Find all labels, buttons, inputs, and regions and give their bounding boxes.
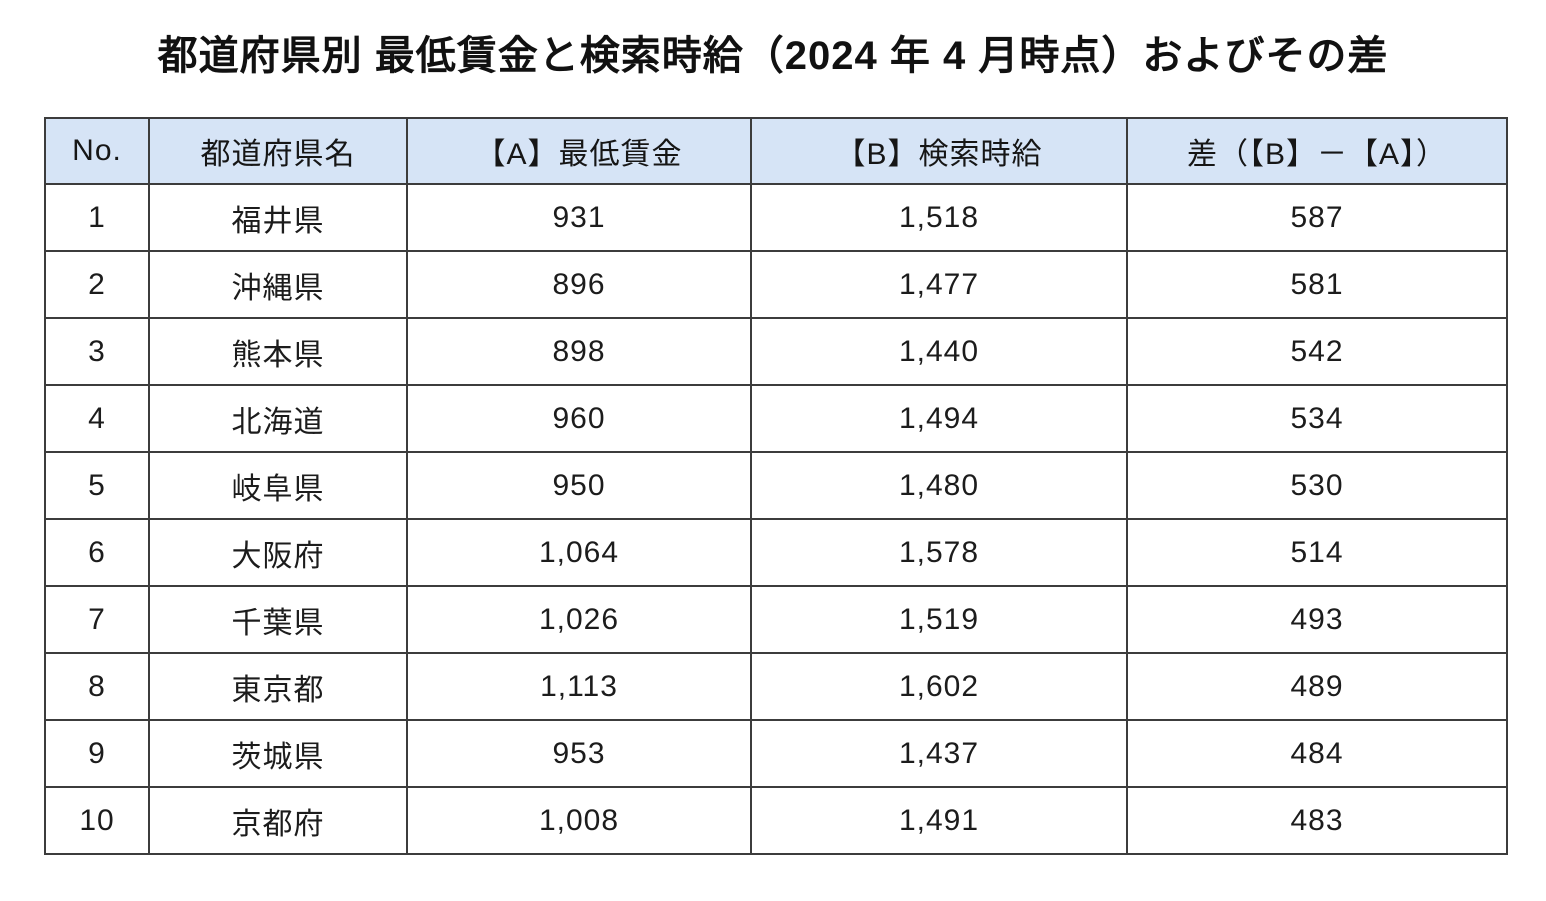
table-row: 4 北海道 960 1,494 534: [44, 384, 1508, 453]
row-no: 5: [44, 451, 150, 520]
col-header-min-wage: 【A】最低賃金: [406, 117, 752, 185]
search-wage-value: 1,477: [750, 250, 1128, 319]
header-row: No. 都道府県名 【A】最低賃金 【B】検索時給 差（【B】－【A】）: [44, 117, 1508, 185]
col-header-difference: 差（【B】－【A】）: [1126, 117, 1508, 185]
col-header-prefecture: 都道府県名: [148, 117, 408, 185]
min-wage-value: 953: [406, 719, 752, 788]
diff-value: 530: [1126, 451, 1508, 520]
prefecture-name: 沖縄県: [148, 250, 408, 319]
min-wage-value: 960: [406, 384, 752, 453]
row-no: 8: [44, 652, 150, 721]
table-row: 5 岐阜県 950 1,480 530: [44, 451, 1508, 520]
table-row: 6 大阪府 1,064 1,578 514: [44, 518, 1508, 587]
table-row: 2 沖縄県 896 1,477 581: [44, 250, 1508, 319]
min-wage-value: 1,113: [406, 652, 752, 721]
min-wage-value: 931: [406, 183, 752, 252]
col-header-search-wage: 【B】検索時給: [750, 117, 1128, 185]
prefecture-name: 東京都: [148, 652, 408, 721]
search-wage-value: 1,578: [750, 518, 1128, 587]
prefecture-name: 大阪府: [148, 518, 408, 587]
min-wage-value: 898: [406, 317, 752, 386]
diff-value: 514: [1126, 518, 1508, 587]
table-row: 9 茨城県 953 1,437 484: [44, 719, 1508, 788]
min-wage-value: 1,008: [406, 786, 752, 855]
search-wage-value: 1,518: [750, 183, 1128, 252]
search-wage-value: 1,437: [750, 719, 1128, 788]
diff-value: 587: [1126, 183, 1508, 252]
search-wage-value: 1,602: [750, 652, 1128, 721]
diff-value: 534: [1126, 384, 1508, 453]
row-no: 1: [44, 183, 150, 252]
table-row: 8 東京都 1,113 1,602 489: [44, 652, 1508, 721]
search-wage-value: 1,480: [750, 451, 1128, 520]
table-row: 3 熊本県 898 1,440 542: [44, 317, 1508, 386]
row-no: 7: [44, 585, 150, 654]
min-wage-value: 1,026: [406, 585, 752, 654]
row-no: 4: [44, 384, 150, 453]
table-row: 7 千葉県 1,026 1,519 493: [44, 585, 1508, 654]
search-wage-value: 1,519: [750, 585, 1128, 654]
prefecture-name: 熊本県: [148, 317, 408, 386]
diff-value: 484: [1126, 719, 1508, 788]
wage-comparison-table: No. 都道府県名 【A】最低賃金 【B】検索時給 差（【B】－【A】） 1 福…: [44, 117, 1508, 855]
table-row: 1 福井県 931 1,518 587: [44, 183, 1508, 252]
min-wage-value: 950: [406, 451, 752, 520]
diff-value: 493: [1126, 585, 1508, 654]
prefecture-name: 茨城県: [148, 719, 408, 788]
prefecture-name: 福井県: [148, 183, 408, 252]
prefecture-name: 千葉県: [148, 585, 408, 654]
min-wage-value: 896: [406, 250, 752, 319]
prefecture-name: 京都府: [148, 786, 408, 855]
min-wage-value: 1,064: [406, 518, 752, 587]
search-wage-value: 1,491: [750, 786, 1128, 855]
diff-value: 483: [1126, 786, 1508, 855]
search-wage-value: 1,440: [750, 317, 1128, 386]
row-no: 2: [44, 250, 150, 319]
col-header-no: No.: [44, 117, 150, 185]
diff-value: 489: [1126, 652, 1508, 721]
diff-value: 581: [1126, 250, 1508, 319]
search-wage-value: 1,494: [750, 384, 1128, 453]
row-no: 10: [44, 786, 150, 855]
prefecture-name: 北海道: [148, 384, 408, 453]
row-no: 9: [44, 719, 150, 788]
prefecture-name: 岐阜県: [148, 451, 408, 520]
table-row: 10 京都府 1,008 1,491 483: [44, 786, 1508, 855]
row-no: 6: [44, 518, 150, 587]
page-title: 都道府県別 最低賃金と検索時給（2024 年 4 月時点）およびその差: [157, 34, 1389, 78]
diff-value: 542: [1126, 317, 1508, 386]
row-no: 3: [44, 317, 150, 386]
